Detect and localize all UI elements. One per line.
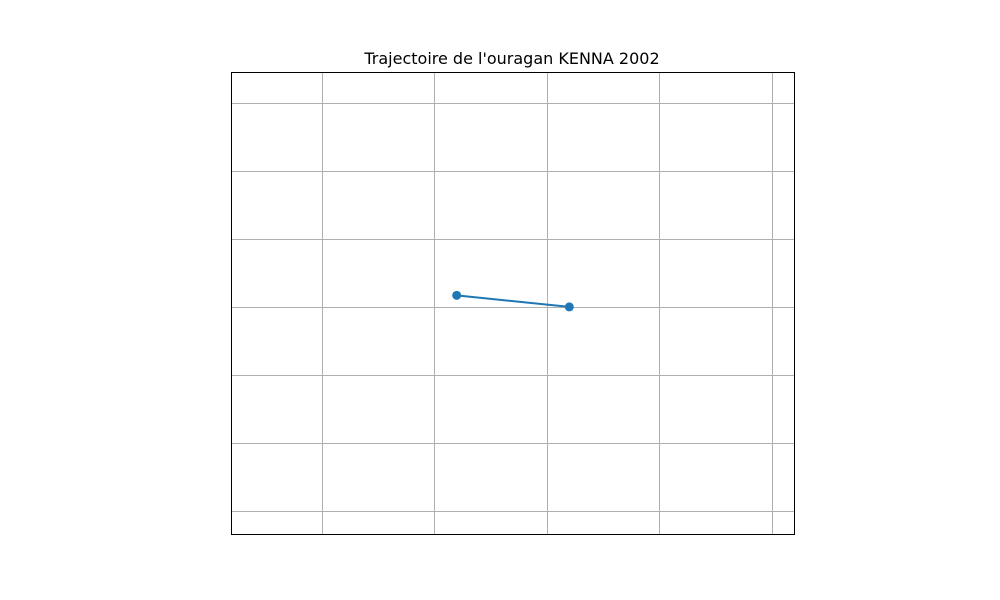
trajectory-point-0 [452,290,462,300]
series-layer [452,290,574,312]
chart-title: Trajectoire de l'ouragan KENNA 2002 [363,49,659,68]
trajectory-line [456,294,570,308]
trajectory-point-1 [564,302,574,312]
grid-layer [231,72,795,535]
plot-area-frame [231,72,795,535]
